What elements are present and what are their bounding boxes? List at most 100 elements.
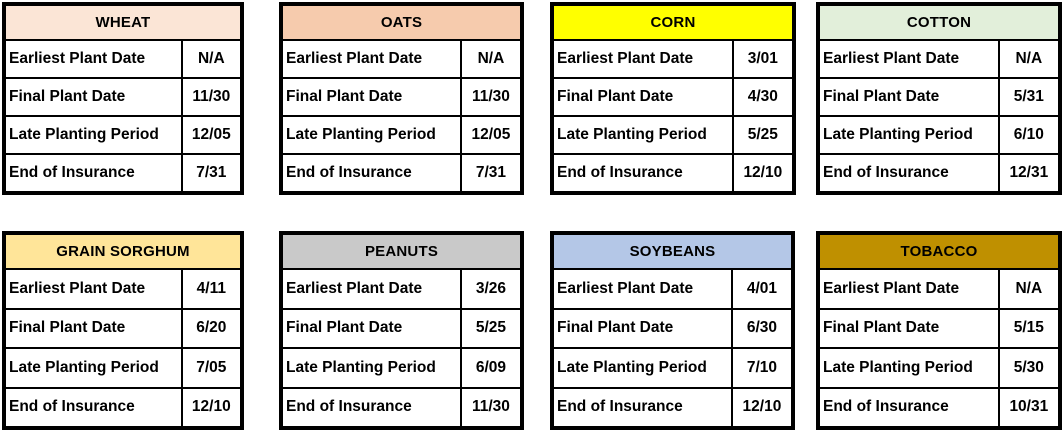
crop-header: GRAIN SORGHUM	[6, 235, 240, 268]
row-value: 7/31	[475, 164, 507, 181]
table-row: Earliest Plant Date 4/11	[6, 268, 240, 308]
table-row: End of Insurance 12/31	[820, 153, 1058, 191]
table-row: End of Insurance 12/10	[6, 386, 240, 426]
table-row: Late Planting Period 12/05	[6, 115, 240, 153]
row-value: 3/01	[747, 50, 778, 67]
row-label: End of Insurance	[820, 388, 1000, 426]
row-value: 11/30	[471, 88, 510, 105]
row-value: 11/30	[471, 398, 510, 416]
row-value: 7/10	[746, 358, 778, 376]
row-label: Final Plant Date	[283, 309, 462, 347]
table-row: Late Planting Period 6/10	[820, 115, 1058, 153]
row-label: Final Plant Date	[6, 309, 183, 347]
row-value: 5/31	[1013, 88, 1044, 105]
table-row: Final Plant Date 6/20	[6, 307, 240, 347]
table-row: End of Insurance 11/30	[283, 386, 520, 426]
crop-header: TOBACCO	[820, 235, 1058, 268]
row-label: End of Insurance	[6, 388, 183, 426]
row-label: Late Planting Period	[820, 349, 1000, 387]
table-row: Final Plant Date 5/31	[820, 77, 1058, 115]
row-value: 12/05	[191, 126, 231, 143]
crop-header: COTTON	[820, 6, 1058, 39]
row-value: 3/26	[475, 279, 507, 297]
crop-header: OATS	[283, 6, 520, 39]
row-value: 6/09	[475, 358, 507, 376]
table-row: Earliest Plant Date 3/01	[554, 39, 792, 77]
table-row: Final Plant Date 5/25	[283, 307, 520, 347]
row-label: End of Insurance	[554, 155, 734, 191]
row-value: 12/10	[743, 164, 783, 181]
crop-header: SOYBEANS	[554, 235, 791, 268]
table-row: Final Plant Date 6/30	[554, 307, 791, 347]
row-value: 6/10	[1013, 126, 1044, 143]
row-value: 5/15	[1013, 319, 1044, 337]
row-value: N/A	[197, 50, 225, 67]
row-value: 12/05	[471, 126, 511, 143]
row-label: Earliest Plant Date	[6, 41, 183, 77]
row-label: Earliest Plant Date	[820, 270, 1000, 308]
table-row: Earliest Plant Date 4/01	[554, 268, 791, 308]
table-row: Earliest Plant Date N/A	[820, 268, 1058, 308]
table-row: End of Insurance 7/31	[283, 153, 520, 191]
row-value: 6/30	[746, 319, 778, 337]
table-row: Final Plant Date 11/30	[283, 77, 520, 115]
row-value: 12/31	[1009, 164, 1049, 181]
row-label: Earliest Plant Date	[820, 41, 1000, 77]
row-value: 5/25	[475, 319, 507, 337]
crop-table-wheat: WHEAT Earliest Plant Date N/A Final Plan…	[2, 2, 244, 195]
crop-table-grain-sorghum: GRAIN SORGHUM Earliest Plant Date 4/11 F…	[2, 231, 244, 430]
table-row: Late Planting Period 12/05	[283, 115, 520, 153]
crop-table-cotton: COTTON Earliest Plant Date N/A Final Pla…	[816, 2, 1062, 195]
table-row: Late Planting Period 7/10	[554, 347, 791, 387]
table-row: Final Plant Date 5/15	[820, 307, 1058, 347]
row-label: Earliest Plant Date	[283, 270, 462, 308]
crop-table-soybeans: SOYBEANS Earliest Plant Date 4/01 Final …	[550, 231, 795, 430]
crop-table-corn: CORN Earliest Plant Date 3/01 Final Plan…	[550, 2, 796, 195]
row-value: 6/20	[196, 319, 227, 337]
row-label: End of Insurance	[6, 155, 183, 191]
row-label: Late Planting Period	[283, 117, 462, 153]
row-label: Earliest Plant Date	[554, 41, 734, 77]
row-label: Late Planting Period	[6, 117, 183, 153]
row-value: 4/30	[747, 88, 778, 105]
row-label: Final Plant Date	[820, 79, 1000, 115]
table-row: Late Planting Period 5/30	[820, 347, 1058, 387]
crop-header: PEANUTS	[283, 235, 520, 268]
table-row: Final Plant Date 4/30	[554, 77, 792, 115]
row-label: End of Insurance	[283, 155, 462, 191]
row-value: 12/10	[191, 398, 231, 416]
row-value: N/A	[1015, 50, 1043, 67]
table-row: End of Insurance 12/10	[554, 153, 792, 191]
row-value: 5/25	[747, 126, 778, 143]
table-row: Earliest Plant Date N/A	[283, 39, 520, 77]
row-label: Earliest Plant Date	[6, 270, 183, 308]
table-row: Earliest Plant Date 3/26	[283, 268, 520, 308]
row-value: N/A	[1015, 279, 1043, 297]
table-row: Earliest Plant Date N/A	[820, 39, 1058, 77]
crop-table-peanuts: PEANUTS Earliest Plant Date 3/26 Final P…	[279, 231, 524, 430]
row-label: Final Plant Date	[283, 79, 462, 115]
table-row: Earliest Plant Date N/A	[6, 39, 240, 77]
row-label: Earliest Plant Date	[283, 41, 462, 77]
crop-header: WHEAT	[6, 6, 240, 39]
row-value: 12/10	[742, 398, 782, 416]
row-label: End of Insurance	[283, 388, 462, 426]
row-value: N/A	[477, 50, 505, 67]
row-label: Late Planting Period	[6, 349, 183, 387]
row-value: 11/30	[192, 88, 231, 105]
table-row: End of Insurance 12/10	[554, 386, 791, 426]
row-value: 7/05	[196, 358, 227, 376]
row-label: Earliest Plant Date	[554, 270, 733, 308]
row-label: Final Plant Date	[820, 309, 1000, 347]
row-label: Final Plant Date	[554, 309, 733, 347]
crop-header: CORN	[554, 6, 792, 39]
row-label: Late Planting Period	[820, 117, 1000, 153]
table-row: Late Planting Period 7/05	[6, 347, 240, 387]
table-row: Late Planting Period 6/09	[283, 347, 520, 387]
crop-table-oats: OATS Earliest Plant Date N/A Final Plant…	[279, 2, 524, 195]
table-row: End of Insurance 10/31	[820, 386, 1058, 426]
row-label: Late Planting Period	[283, 349, 462, 387]
crop-table-tobacco: TOBACCO Earliest Plant Date N/A Final Pl…	[816, 231, 1062, 430]
row-value: 5/30	[1013, 358, 1044, 376]
row-label: Final Plant Date	[554, 79, 734, 115]
